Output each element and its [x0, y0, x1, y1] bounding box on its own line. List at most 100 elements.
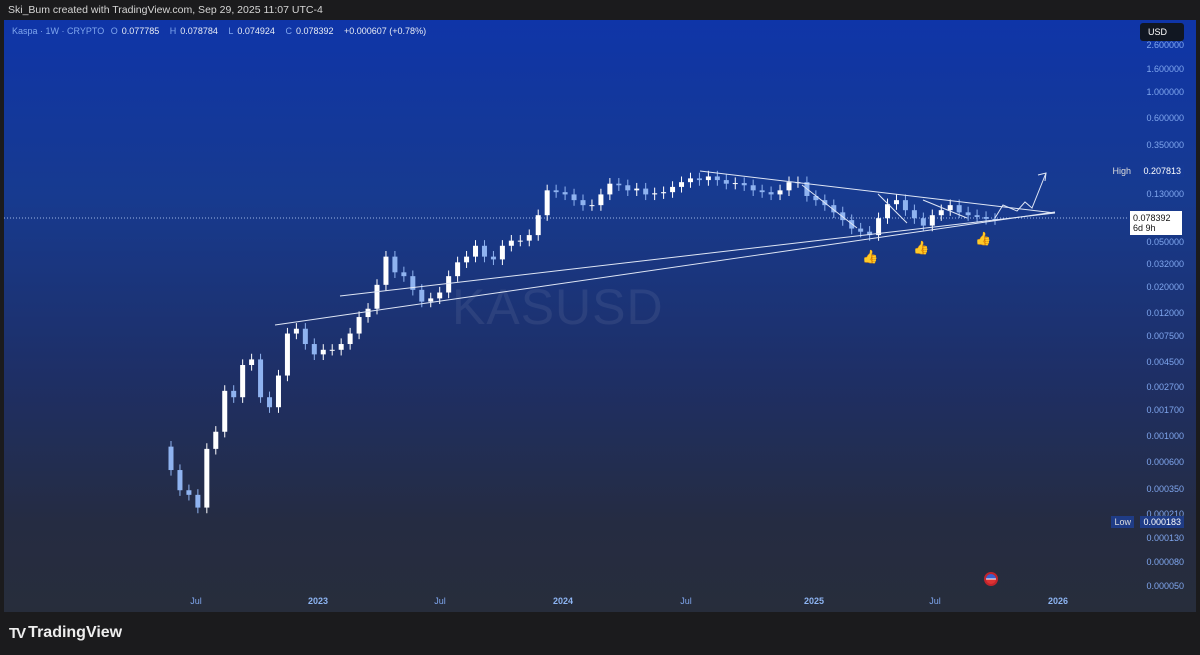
candle-body [168, 446, 174, 471]
thumbs-up-icon: 👍 [975, 231, 991, 247]
attribution-bar: Ski_Bum created with TradingView.com, Se… [8, 4, 323, 16]
candle-body [231, 390, 237, 398]
high-value: 0.078784 [180, 26, 218, 36]
price-tick-label: 0.000080 [1146, 557, 1184, 568]
price-tick-label: 0.012000 [1146, 307, 1184, 318]
price-tick-label: 0.020000 [1146, 282, 1184, 293]
candle-body [481, 245, 487, 257]
candle-body [580, 200, 586, 206]
candle-body [320, 349, 326, 355]
candle-body [974, 215, 980, 217]
candle-body [947, 205, 953, 211]
candle-body [920, 218, 926, 226]
candle-body [938, 210, 944, 216]
price-tick-label: 0.007500 [1146, 331, 1184, 342]
candle-body [589, 205, 595, 207]
candlestick-chart[interactable]: 👍 👍 👍 [4, 20, 1196, 612]
candle-body [177, 470, 183, 491]
candle-body [428, 298, 434, 302]
candle-body [858, 228, 864, 232]
time-tick-label: Jul [680, 596, 692, 606]
swing-trendline [922, 199, 968, 219]
candle-body [643, 188, 649, 195]
open-value: 0.077785 [121, 26, 160, 36]
candle-body [670, 186, 676, 193]
time-tick-label: 2026 [1047, 596, 1069, 606]
candle-body [535, 215, 541, 236]
candle-body [302, 328, 308, 345]
candle-body [983, 216, 989, 219]
last-price-value: 0.078392 [1133, 213, 1171, 223]
us-flag-event-icon[interactable] [984, 572, 998, 586]
candle-body [446, 276, 452, 293]
candle-body [356, 317, 362, 334]
candle-body [616, 183, 622, 186]
low-label: L [228, 26, 234, 36]
candle-body [750, 185, 756, 191]
currency-button[interactable]: USD [1140, 23, 1184, 41]
candle-body [768, 192, 774, 195]
support-trendline [339, 212, 1056, 297]
candle-body [741, 183, 747, 186]
candle-body [240, 365, 246, 398]
brand-name: TradingView [28, 624, 123, 641]
time-tick-label: 2023 [307, 596, 329, 606]
candle-body [634, 188, 640, 191]
last-price-tag: 0.078392 6d 9h [1130, 211, 1182, 235]
symbol-info[interactable]: Kaspa · 1W · CRYPTO [12, 26, 105, 36]
tradingview-footer: TV TradingView [9, 624, 122, 642]
candle-body [867, 231, 873, 236]
time-tick-label: Jul [434, 596, 446, 606]
candle-body [813, 195, 819, 201]
time-tick-label: Jul [929, 596, 941, 606]
time-tick-label: Jul [190, 596, 202, 606]
candle-body [401, 272, 407, 277]
candle-body [347, 333, 353, 345]
candle-body [365, 308, 371, 318]
price-tick-label: 0.004500 [1146, 356, 1184, 367]
low-marker-label: Low [1111, 516, 1134, 528]
candle-body [607, 183, 613, 195]
candle-body [258, 359, 264, 398]
close-value: 0.078392 [295, 26, 334, 36]
candle-body [311, 344, 317, 355]
chart-panel[interactable]: KASUSD 👍 👍 👍 Kaspa · 1W · CRYPTO O 0.077785… [4, 20, 1196, 612]
candle-body [902, 200, 908, 211]
candle-body [786, 182, 792, 191]
projection-arrow [994, 172, 1047, 219]
price-tick-label: 1.600000 [1146, 63, 1184, 74]
candle-body [679, 182, 685, 187]
time-tick-label: 2025 [803, 596, 825, 606]
thumbs-up-icon: 👍 [913, 240, 929, 256]
candle-body [562, 192, 568, 195]
price-tick-label: 0.000350 [1146, 483, 1184, 494]
candle-body [777, 190, 783, 195]
candle-body [893, 200, 899, 205]
low-marker-value: 0.000183 [1140, 516, 1184, 528]
candle-body [455, 262, 461, 277]
candle-body [687, 178, 693, 183]
candle-body [696, 178, 702, 181]
price-tick-label: 0.002700 [1146, 382, 1184, 393]
candle-body [410, 276, 416, 290]
price-tick-label: 1.000000 [1146, 87, 1184, 98]
candle-body [625, 185, 631, 191]
high-marker-value: 0.207813 [1140, 165, 1184, 177]
candle-body [329, 349, 335, 351]
candle-body [571, 194, 577, 201]
candle-body [267, 397, 273, 408]
candle-body [293, 328, 299, 334]
candle-body [526, 235, 532, 241]
candle-body [911, 210, 917, 219]
price-tick-label: 0.000600 [1146, 456, 1184, 467]
price-tick-label: 0.001700 [1146, 405, 1184, 416]
candle-body [992, 218, 998, 220]
resistance-trendline [699, 170, 1056, 214]
candle-body [473, 245, 479, 257]
price-tick-label: 0.000130 [1146, 533, 1184, 544]
candle-body [275, 375, 281, 408]
price-tick-label: 0.000210 [1146, 509, 1184, 520]
support-trendline [274, 211, 1056, 326]
candle-body [284, 333, 290, 376]
swing-trendline [877, 193, 908, 224]
